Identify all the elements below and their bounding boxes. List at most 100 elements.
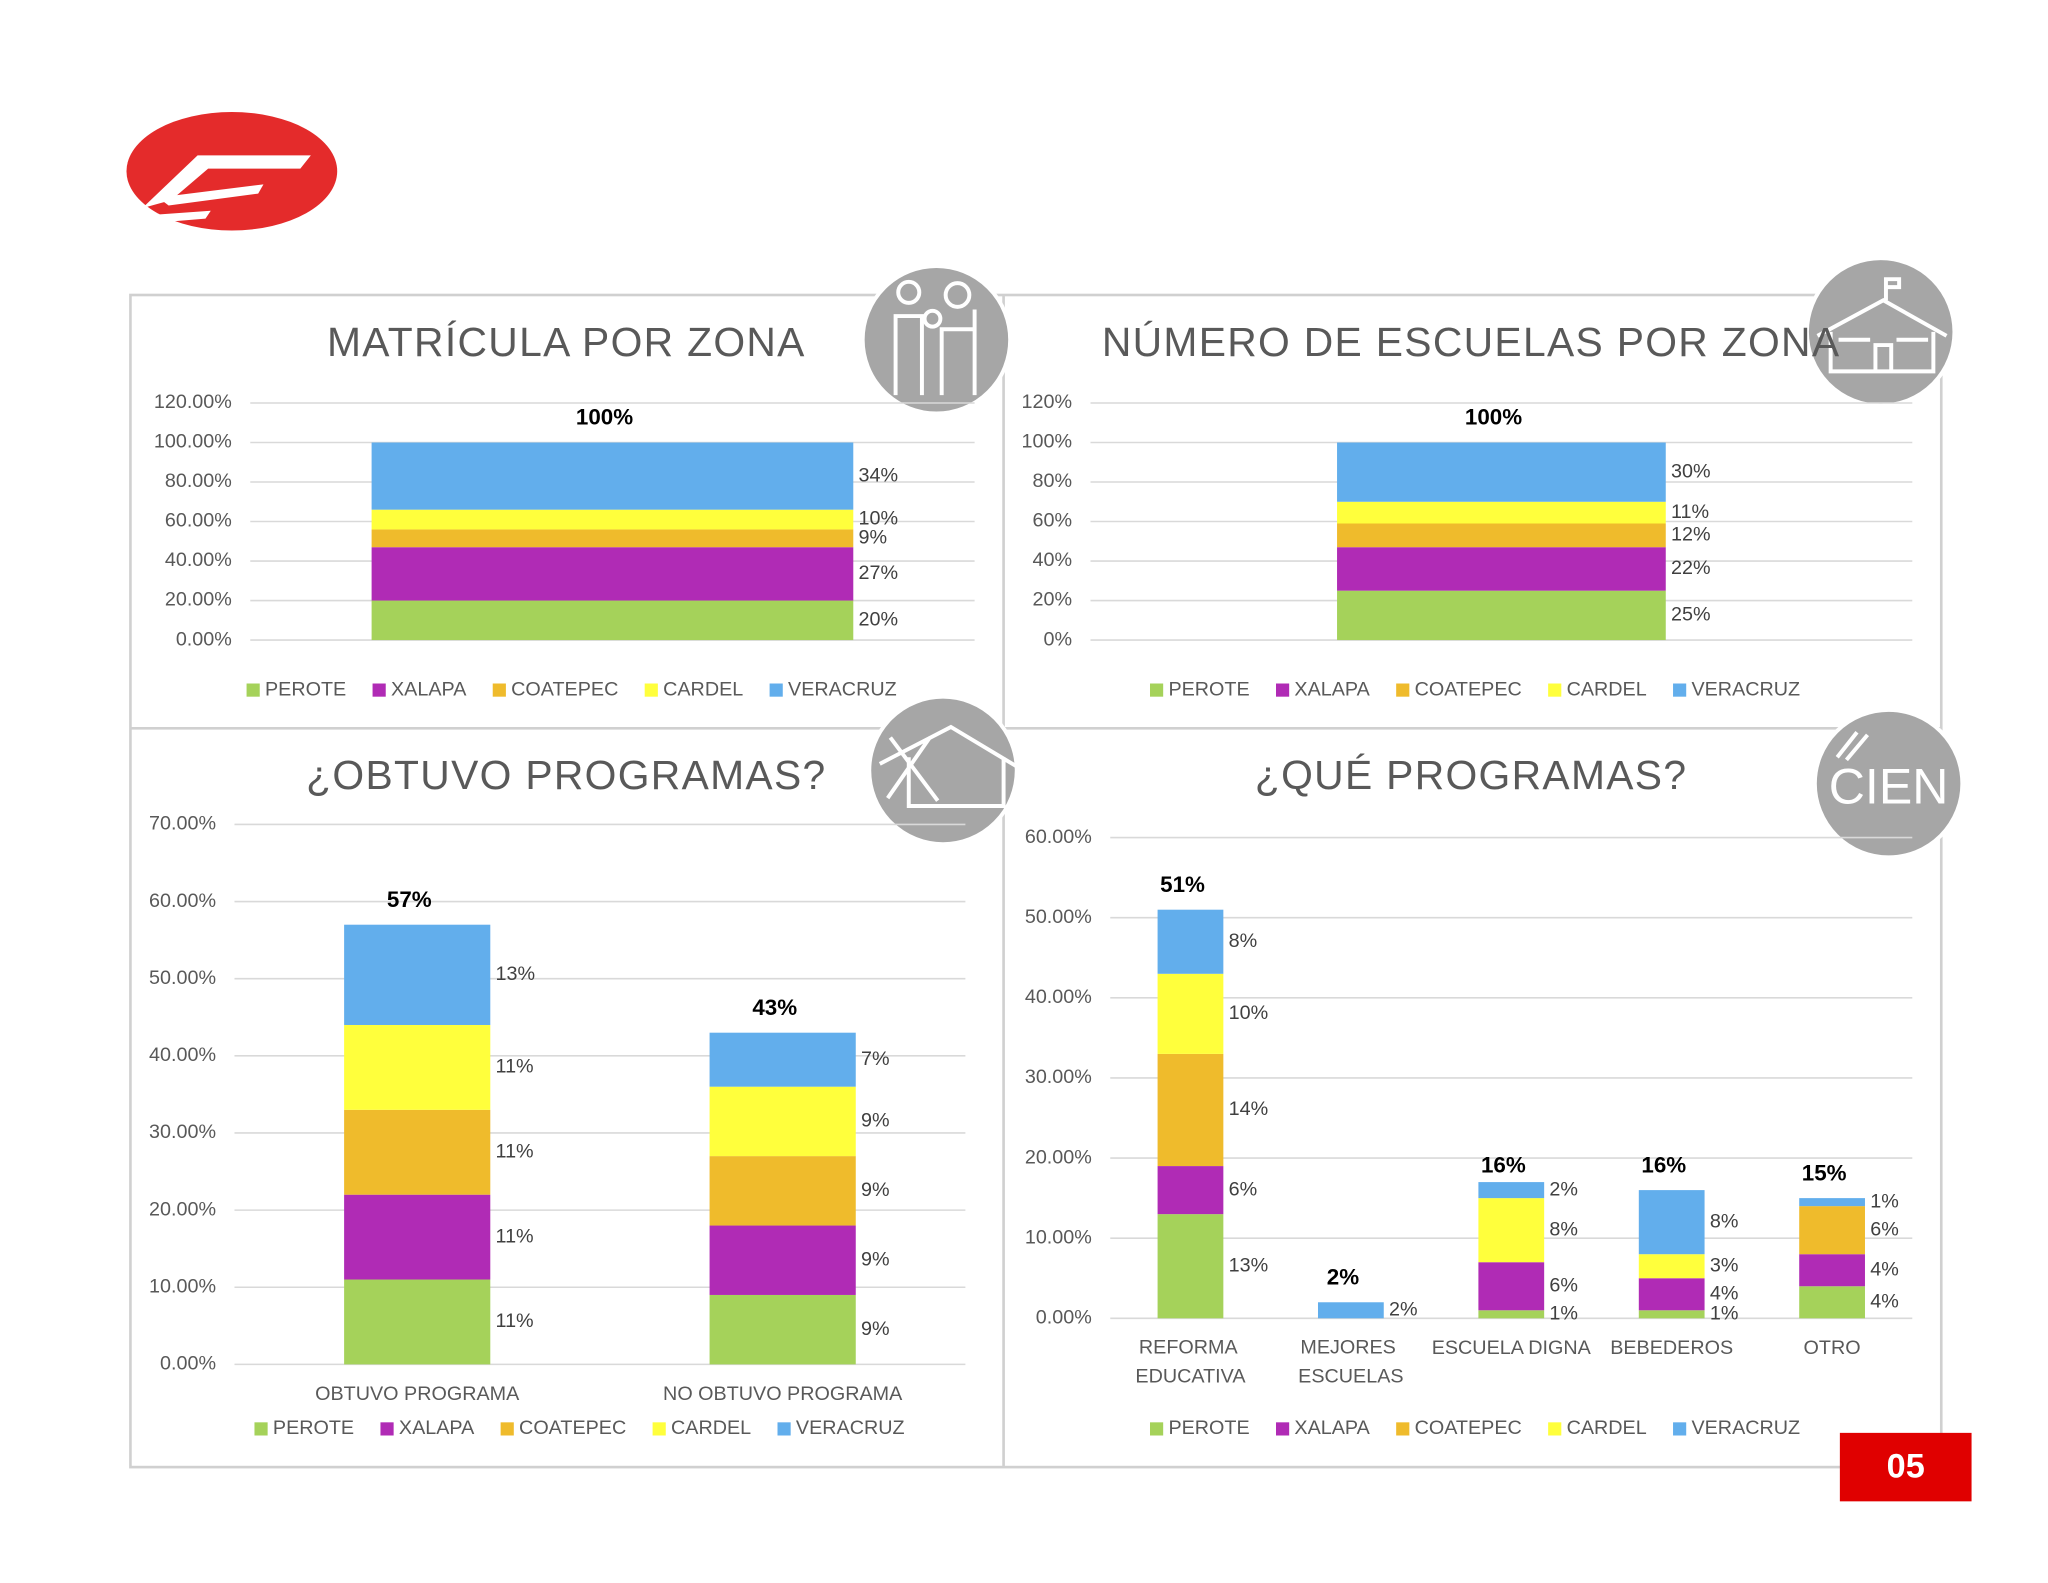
data-label: 2%: [1389, 1298, 1418, 1320]
legend-swatch: [1396, 683, 1410, 697]
bar-segment: [344, 1109, 491, 1195]
data-label: 9%: [859, 527, 888, 549]
bar-segment: [1337, 442, 1666, 502]
logo: [126, 111, 338, 231]
legend-label: CARDEL: [1567, 1417, 1647, 1439]
legend-swatch: [380, 1422, 394, 1436]
bar-segment: [1337, 523, 1666, 548]
data-label: 30%: [1671, 460, 1711, 482]
y-tick-label: 30.00%: [149, 1121, 216, 1143]
y-tick-label: 0.00%: [1036, 1307, 1092, 1329]
bar-segment: [1337, 547, 1666, 591]
data-label: 11%: [496, 1056, 534, 1078]
bar-segment: [1157, 1214, 1224, 1319]
y-tick-label: 0.00%: [160, 1353, 216, 1375]
chart-title: MATRÍCULA POR ZONA: [327, 319, 806, 365]
chart-title: NÚMERO DE ESCUELAS POR ZONA: [1102, 319, 1841, 365]
legend-swatch: [1548, 683, 1562, 697]
legend-swatch: [1548, 1422, 1562, 1436]
y-tick-label: 70.00%: [149, 813, 216, 835]
data-label: 10%: [859, 508, 899, 530]
bar-segment: [1157, 909, 1224, 974]
total-label: 16%: [1481, 1152, 1526, 1177]
y-tick-label: 80.00%: [165, 470, 232, 492]
y-tick-label: 120%: [1022, 391, 1073, 413]
legend-swatch: [500, 1422, 514, 1436]
bar-segment: [1638, 1254, 1705, 1279]
legend-label: PEROTE: [273, 1417, 354, 1439]
y-tick-label: 120.00%: [154, 391, 232, 413]
y-tick-label: 80%: [1033, 470, 1073, 492]
data-label: 8%: [1229, 930, 1258, 952]
legend-swatch: [1673, 1422, 1687, 1436]
x-tick-label: OBTUVO PROGRAMA: [315, 1383, 520, 1405]
bar-segment: [371, 442, 854, 510]
total-label: 100%: [1465, 405, 1522, 430]
data-label: 6%: [1549, 1274, 1578, 1296]
data-label: 13%: [1229, 1254, 1269, 1276]
data-label: 1%: [1870, 1190, 1899, 1212]
total-label: 43%: [752, 995, 797, 1020]
bar-segment: [709, 1086, 856, 1157]
bar-segment: [371, 509, 854, 530]
legend-swatch: [1150, 1422, 1164, 1436]
y-tick-label: 60.00%: [149, 890, 216, 912]
data-label: 2%: [1549, 1178, 1578, 1200]
data-label: 7%: [861, 1048, 890, 1070]
total-label: 2%: [1327, 1264, 1359, 1289]
page-number: 05: [1887, 1447, 1925, 1485]
icon-label: CIEN: [1829, 758, 1949, 814]
y-tick-label: 10.00%: [149, 1275, 216, 1297]
y-tick-label: 100%: [1022, 431, 1073, 453]
legend-label: VERACRUZ: [788, 678, 897, 700]
data-label: 4%: [1870, 1290, 1899, 1312]
legend-swatch: [777, 1422, 791, 1436]
panel-frame: [129, 293, 1943, 1469]
data-label: 14%: [1229, 1098, 1269, 1120]
bar-segment: [344, 924, 491, 1025]
bar-segment: [1337, 590, 1666, 641]
legend-swatch: [492, 683, 506, 697]
x-tick-label: NO OBTUVO PROGRAMA: [663, 1383, 903, 1405]
legend-label: CARDEL: [1567, 678, 1647, 700]
legend-label: COATEPEC: [511, 678, 618, 700]
legend-swatch: [1276, 683, 1290, 697]
legend-label: COATEPEC: [1415, 1417, 1522, 1439]
data-label: 6%: [1870, 1218, 1899, 1240]
y-tick-label: 20.00%: [149, 1198, 216, 1220]
bar-segment: [1638, 1310, 1705, 1319]
bar-segment: [1157, 1053, 1224, 1167]
bar-segment: [1799, 1206, 1865, 1255]
data-label: 9%: [861, 1110, 890, 1132]
bar-segment: [1337, 501, 1666, 524]
bar-segment: [344, 1024, 491, 1110]
legend-swatch: [1396, 1422, 1410, 1436]
legend-label: COATEPEC: [1415, 678, 1522, 700]
data-label: 9%: [861, 1179, 890, 1201]
bar-segment: [1799, 1198, 1865, 1207]
bar-segment: [1638, 1278, 1705, 1311]
data-label: 27%: [859, 562, 899, 584]
y-tick-label: 40.00%: [165, 549, 232, 571]
chart-title: ¿QUÉ PROGRAMAS?: [1255, 752, 1687, 798]
icon-cien: CIEN: [1812, 707, 1965, 860]
data-label: 13%: [496, 963, 536, 985]
y-tick-label: 0.00%: [176, 628, 232, 650]
data-label: 1%: [1549, 1303, 1578, 1325]
y-tick-label: 0%: [1044, 628, 1073, 650]
y-tick-label: 50.00%: [149, 967, 216, 989]
legend-label: VERACRUZ: [796, 1417, 905, 1439]
legend-swatch: [652, 1422, 666, 1436]
bar-segment: [709, 1294, 856, 1365]
data-label: 1%: [1710, 1303, 1739, 1325]
y-tick-label: 100.00%: [154, 431, 232, 453]
data-label: 11%: [496, 1140, 534, 1162]
y-tick-label: 30.00%: [1025, 1066, 1092, 1088]
data-label: 3%: [1710, 1254, 1739, 1276]
data-label: 9%: [861, 1318, 890, 1340]
bar-segment: [1478, 1262, 1545, 1311]
y-tick-label: 50.00%: [1025, 906, 1092, 928]
data-label: 10%: [1229, 1002, 1269, 1024]
bar-segment: [1799, 1254, 1865, 1287]
